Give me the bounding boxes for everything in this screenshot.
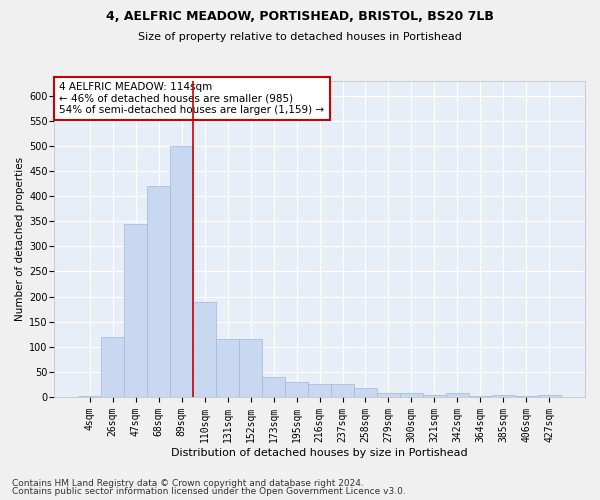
Bar — [101, 336, 124, 397]
Bar — [469, 396, 492, 397]
Bar — [400, 393, 423, 397]
Bar — [262, 377, 285, 397]
Bar — [78, 396, 101, 397]
Y-axis label: Number of detached properties: Number of detached properties — [15, 156, 25, 321]
Text: Contains HM Land Registry data © Crown copyright and database right 2024.: Contains HM Land Registry data © Crown c… — [12, 478, 364, 488]
Bar — [308, 384, 331, 397]
Bar — [354, 388, 377, 397]
Bar — [331, 384, 354, 397]
Text: Size of property relative to detached houses in Portishead: Size of property relative to detached ho… — [138, 32, 462, 42]
Text: 4 AELFRIC MEADOW: 114sqm
← 46% of detached houses are smaller (985)
54% of semi-: 4 AELFRIC MEADOW: 114sqm ← 46% of detach… — [59, 82, 325, 116]
Bar — [124, 224, 147, 397]
Text: 4, AELFRIC MEADOW, PORTISHEAD, BRISTOL, BS20 7LB: 4, AELFRIC MEADOW, PORTISHEAD, BRISTOL, … — [106, 10, 494, 23]
Text: Contains public sector information licensed under the Open Government Licence v3: Contains public sector information licen… — [12, 487, 406, 496]
X-axis label: Distribution of detached houses by size in Portishead: Distribution of detached houses by size … — [171, 448, 468, 458]
Bar — [147, 186, 170, 397]
Bar — [216, 339, 239, 397]
Bar — [515, 396, 538, 397]
Bar — [538, 395, 561, 397]
Bar — [170, 146, 193, 397]
Bar — [193, 302, 216, 397]
Bar — [239, 339, 262, 397]
Bar — [377, 393, 400, 397]
Bar — [423, 395, 446, 397]
Bar — [492, 395, 515, 397]
Bar — [285, 382, 308, 397]
Bar — [446, 393, 469, 397]
